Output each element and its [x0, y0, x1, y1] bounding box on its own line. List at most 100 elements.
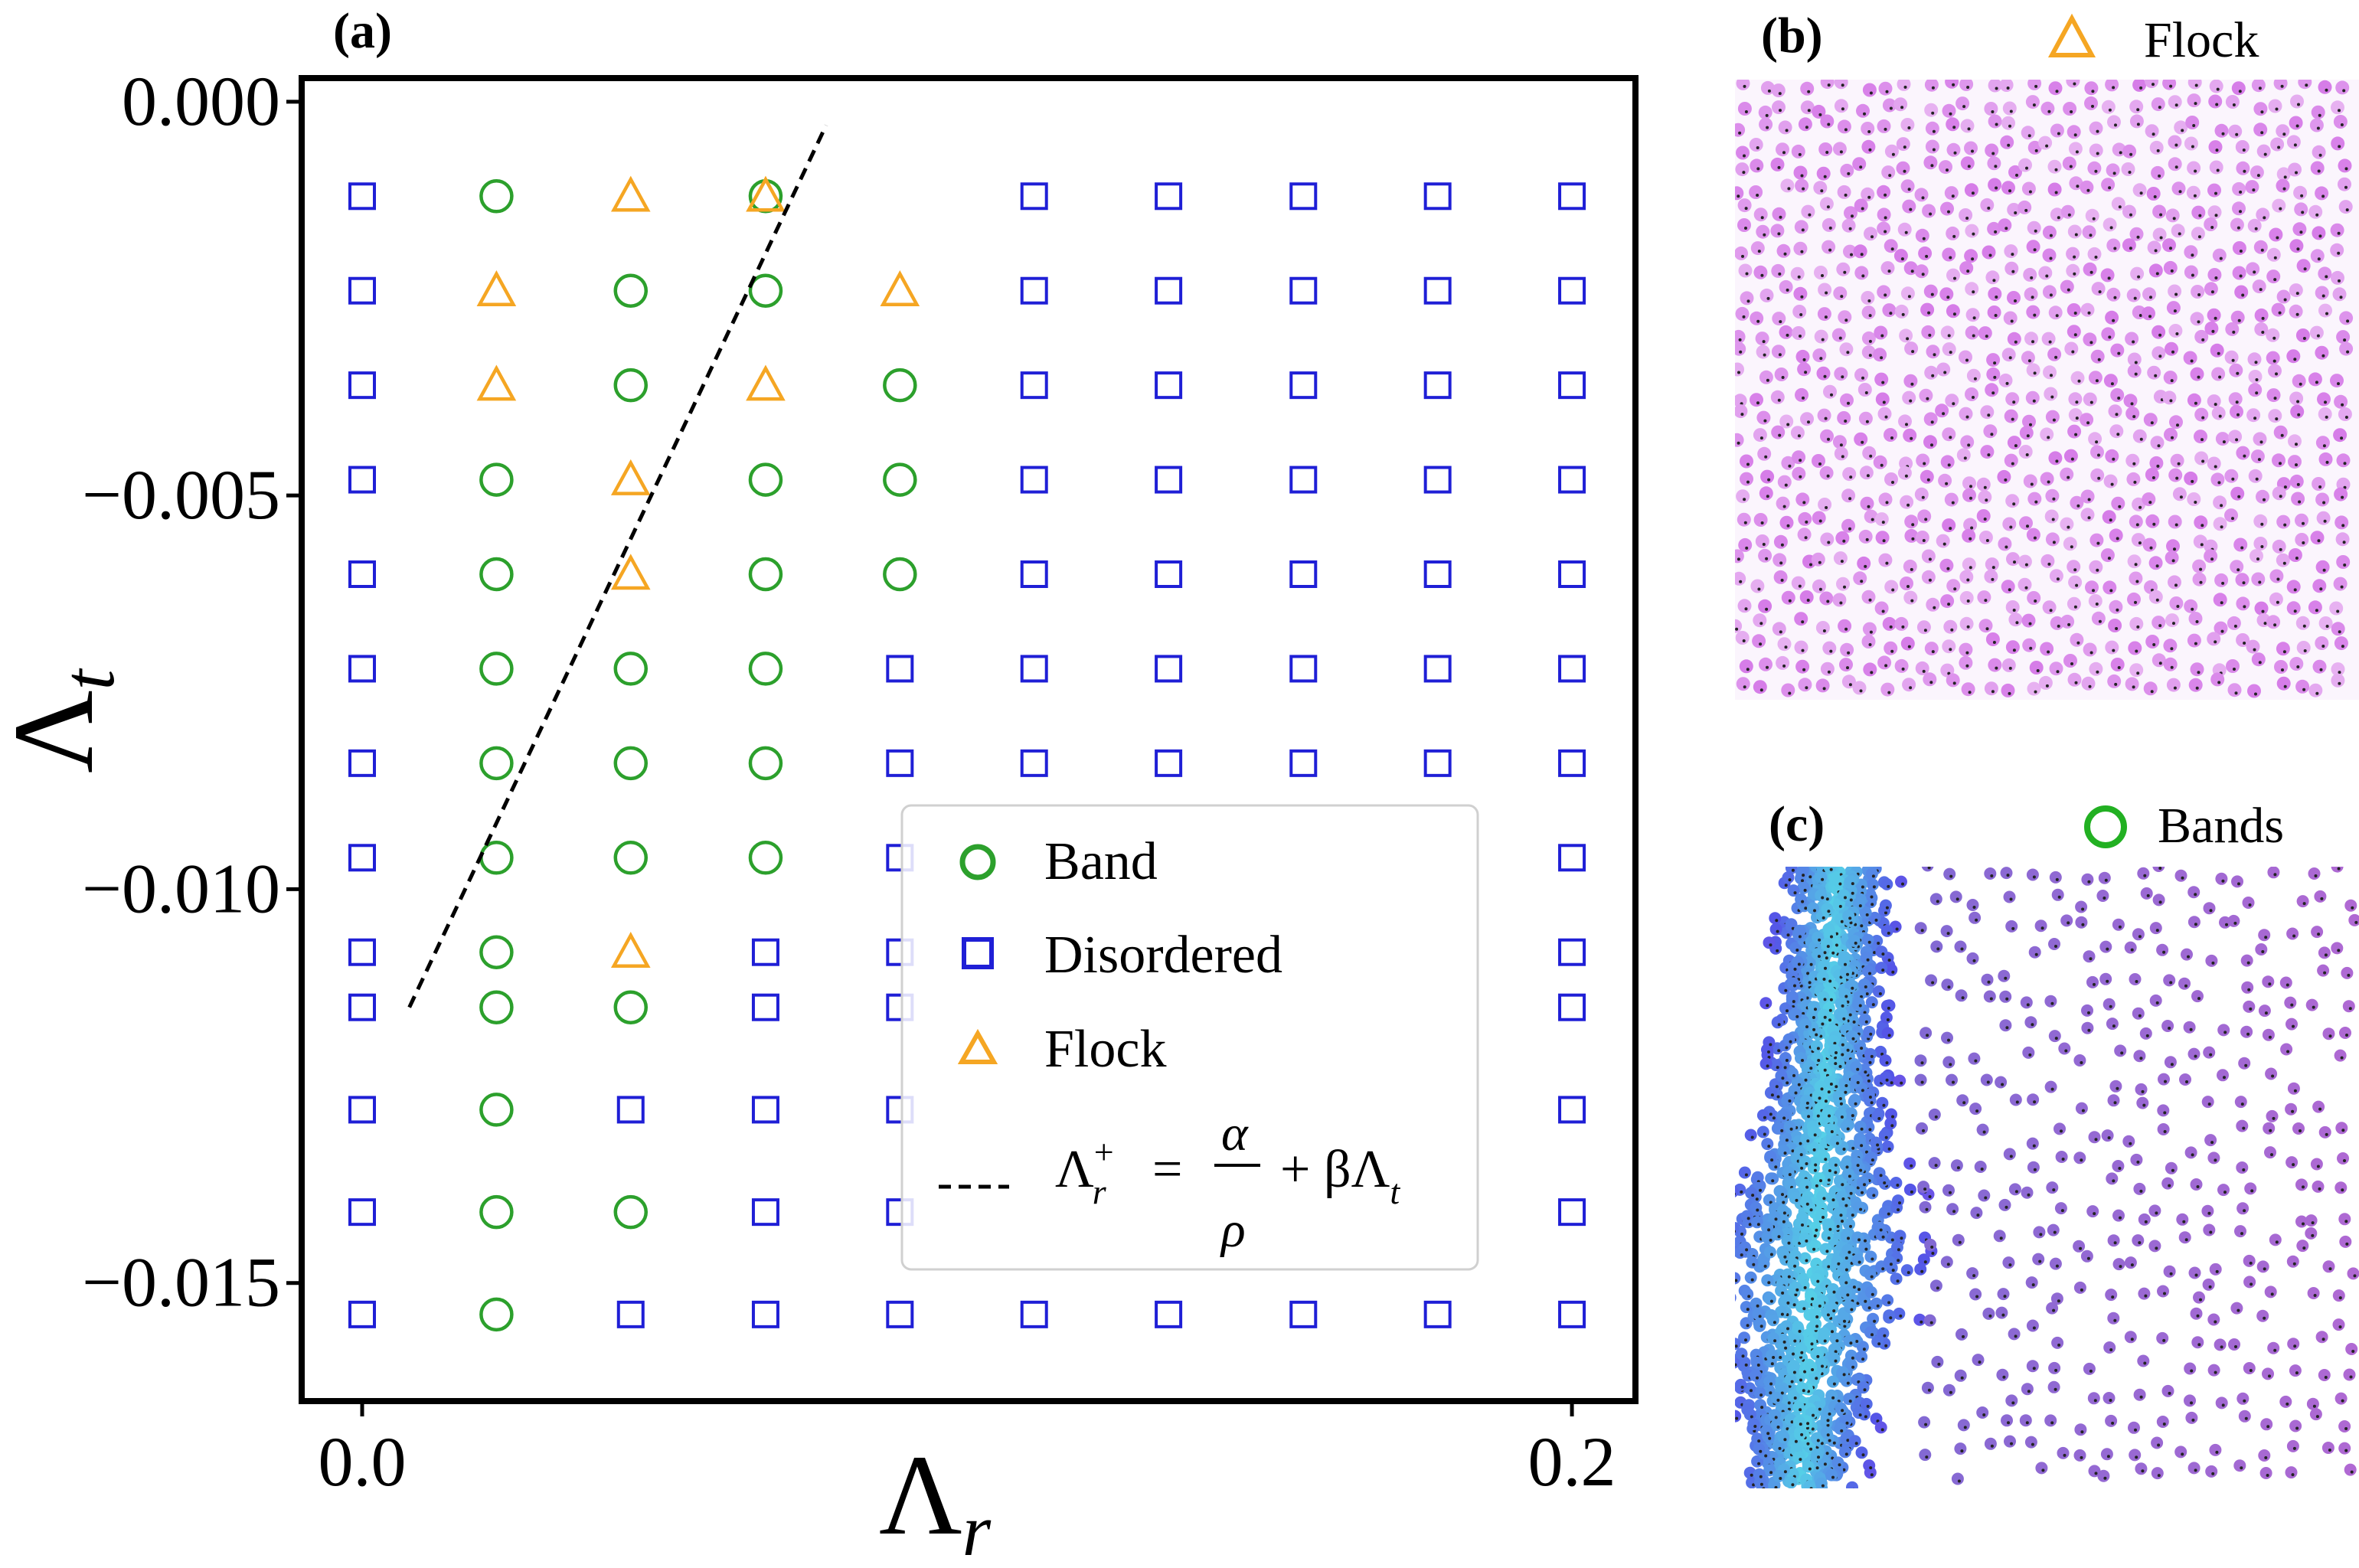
particle-head: [1767, 1281, 1771, 1285]
particle: [1829, 1332, 1842, 1345]
particle: [1817, 991, 1830, 1004]
particle: [2087, 247, 2102, 261]
particle-head: [1818, 587, 1822, 591]
particle-head: [1884, 1135, 1888, 1139]
particle: [2127, 554, 2142, 569]
particle: [2270, 137, 2285, 152]
particle-head: [2253, 648, 2256, 652]
particle-head: [2092, 589, 2095, 593]
particle: [2174, 120, 2188, 135]
particle: [1822, 641, 1837, 655]
particle-head: [2088, 684, 2092, 688]
particle-head: [2096, 129, 2099, 133]
particle: [1735, 329, 1746, 344]
particle-head: [2235, 438, 2239, 442]
particle: [2315, 345, 2329, 360]
particle-head: [1780, 1129, 1784, 1132]
particle-head: [1832, 1441, 1836, 1445]
particle: [2066, 263, 2080, 278]
particle-head: [2194, 401, 2197, 405]
particle: [2329, 601, 2344, 616]
particle-head: [1844, 1281, 1848, 1285]
disordered-point: [751, 993, 779, 1021]
particle: [1811, 1449, 1823, 1462]
particle-head: [1887, 1212, 1890, 1216]
particle: [2187, 161, 2201, 175]
particle: [2318, 303, 2332, 318]
particle: [2188, 612, 2203, 626]
particle-head: [1931, 374, 1935, 377]
particle: [1976, 509, 1991, 523]
particle-head: [1952, 402, 1955, 406]
particle: [1844, 1349, 1857, 1362]
disordered-point: [1155, 182, 1183, 211]
particle: [1739, 659, 1753, 674]
particle-head: [1743, 84, 1746, 88]
particle: [1785, 1476, 1798, 1488]
particle: [2038, 675, 2053, 690]
particle-head: [1925, 254, 1929, 258]
particle: [1851, 1253, 1864, 1266]
particle-head: [2178, 232, 2181, 236]
particle: [1900, 577, 1913, 590]
particle-head: [2273, 623, 2277, 627]
particle-head: [2159, 236, 2163, 240]
particle-head: [2302, 541, 2305, 544]
particle-head: [1785, 1059, 1789, 1062]
particle-head: [2152, 132, 2155, 136]
particle: [2338, 407, 2352, 421]
particle-head: [1799, 1355, 1802, 1359]
particle: [2122, 144, 2137, 158]
particle-head: [1871, 1158, 1874, 1162]
particle: [1859, 466, 1874, 480]
particle: [2247, 218, 2262, 233]
particle: [1965, 282, 1979, 296]
particle-head: [1827, 83, 1831, 87]
particle: [2247, 352, 2262, 367]
particle: [2044, 509, 2059, 524]
particle: [1781, 590, 1795, 605]
particle-head: [1864, 1070, 1867, 1074]
particle: [2070, 632, 2084, 647]
particle-head: [2135, 580, 2139, 583]
particle: [1838, 1446, 1851, 1459]
band-point: [883, 462, 917, 497]
particle: [1822, 1220, 1835, 1233]
particle-head: [2174, 292, 2178, 296]
particle-head: [1851, 1146, 1855, 1150]
particle-head: [1792, 1303, 1796, 1307]
particle-head: [1842, 539, 1846, 543]
particle: [1799, 590, 1814, 604]
particle: [1771, 425, 1786, 439]
particle: [2041, 332, 2056, 346]
particle-head: [1868, 1128, 1872, 1132]
particle-head: [2176, 423, 2179, 427]
particle-head: [1841, 107, 1844, 111]
particle: [1876, 1096, 1889, 1109]
particle-head: [1987, 453, 1991, 457]
particle: [1797, 362, 1812, 377]
particle-head: [1762, 543, 1766, 546]
particle-head: [2034, 149, 2038, 152]
particle: [2204, 321, 2219, 335]
particle: [1988, 114, 2002, 129]
particle-head: [1830, 1130, 1834, 1134]
particle: [1850, 1074, 1863, 1086]
particle: [1828, 1352, 1841, 1365]
particle: [1820, 662, 1835, 676]
particle-head: [1774, 1485, 1778, 1488]
particle-head: [1819, 1179, 1822, 1183]
particle-head: [1871, 1003, 1875, 1007]
particle: [1897, 222, 1912, 237]
particle-head: [2032, 875, 2036, 879]
particle-head: [1797, 1083, 1801, 1086]
particle-head: [1850, 1308, 1854, 1312]
particle-head: [1827, 122, 1831, 126]
particle: [1880, 877, 1893, 890]
particle: [2060, 279, 2074, 294]
particle-head: [1861, 1453, 1865, 1457]
particle-head: [1827, 541, 1831, 544]
particle: [2213, 495, 2227, 510]
particle-head: [2134, 563, 2138, 567]
particle-head: [2152, 643, 2156, 646]
